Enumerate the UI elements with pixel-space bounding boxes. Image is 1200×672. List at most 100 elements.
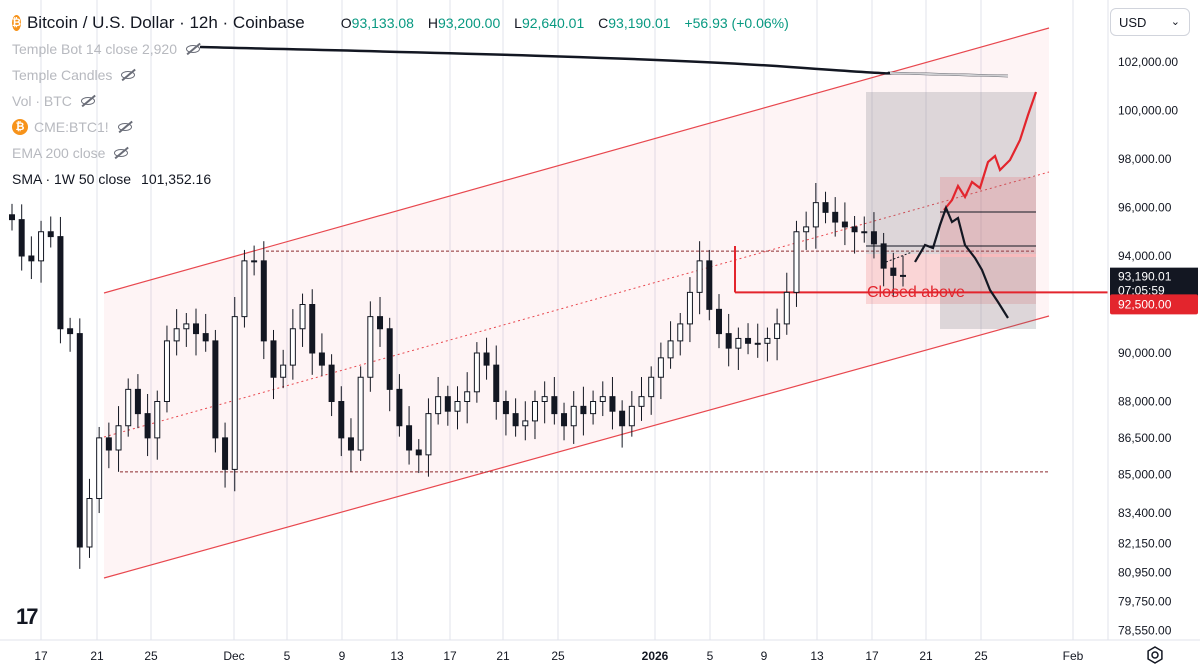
- indicator-temple-bot[interactable]: Temple Bot 14 close 2,920: [12, 36, 652, 62]
- candle-body: [435, 396, 442, 415]
- price-tick-label: 96,000.00: [1118, 201, 1172, 215]
- candle-body: [502, 401, 509, 415]
- candle-body: [832, 211, 839, 223]
- candle-body: [841, 221, 848, 228]
- candle-body: [764, 337, 771, 344]
- price-tick-label: 80,950.00: [1118, 565, 1172, 579]
- currency-select[interactable]: USD ⌄: [1110, 8, 1190, 36]
- candle-body: [473, 352, 480, 393]
- candle-body: [260, 260, 267, 342]
- candle-body: [406, 425, 413, 451]
- candle-body: [745, 337, 752, 344]
- candle-body: [173, 328, 180, 342]
- candle-body: [822, 202, 829, 213]
- candle-body: [493, 364, 500, 402]
- bitcoin-icon: ₿: [12, 15, 21, 31]
- candle-body: [367, 316, 374, 378]
- candle-body: [890, 267, 897, 276]
- eye-hidden-icon[interactable]: [117, 119, 133, 135]
- channel-fill: [104, 28, 1049, 578]
- price-tick-label: 98,000.00: [1118, 152, 1172, 166]
- candle-body: [667, 340, 674, 359]
- candle-body: [900, 274, 906, 277]
- closed-above-annotation: Closed above: [867, 284, 965, 301]
- indicator-sma[interactable]: SMA · 1W 50 close 101,352.16: [12, 171, 212, 187]
- candle-body: [696, 260, 703, 293]
- indicator-temple-candles[interactable]: Temple Candles: [12, 62, 652, 88]
- price-tick-label: 78,550.00: [1118, 624, 1172, 638]
- time-axis: 17 21 25 Dec 5 9 13 17 21 25 2026 5 9 13 17 21 25 Feb: [0, 639, 1200, 663]
- candle-body: [193, 323, 200, 335]
- candle-body: [851, 226, 858, 233]
- eye-hidden-icon[interactable]: [185, 41, 201, 57]
- time-tick-label: 17: [443, 649, 457, 663]
- candle-body: [531, 401, 538, 422]
- candle-body: [309, 304, 316, 354]
- time-tick-label: 9: [761, 649, 768, 663]
- entry-zone-box: [940, 177, 1036, 257]
- time-tick-label: 2026: [642, 649, 669, 663]
- symbol-row[interactable]: ₿ Bitcoin / U.S. Dollar · 12h · Coinbase…: [12, 10, 789, 36]
- candle-body: [289, 328, 296, 366]
- candle-body: [444, 396, 451, 412]
- candle-body: [154, 401, 161, 439]
- candle-body: [163, 340, 170, 402]
- projection-link: [885, 251, 913, 263]
- price-tick-label: 83,400.00: [1118, 506, 1172, 520]
- candle-body: [570, 405, 577, 427]
- candle-body: [725, 333, 732, 349]
- grid: [40, 0, 1074, 640]
- candle-body: [202, 333, 209, 342]
- candle-body: [774, 323, 781, 339]
- candle-body: [347, 437, 354, 451]
- candle-body: [280, 364, 287, 378]
- candle-body: [870, 231, 877, 245]
- price-tick-label: 90,000.00: [1118, 346, 1172, 360]
- candle-body: [241, 260, 248, 318]
- candle-body: [754, 342, 761, 345]
- candle-body: [86, 498, 93, 548]
- candles: [9, 183, 906, 569]
- candle-body: [318, 352, 325, 366]
- countdown-label: 07:05:59: [1118, 284, 1165, 298]
- candle-body: [638, 396, 645, 407]
- indicator-volume[interactable]: Vol · BTC: [12, 88, 652, 114]
- bitcoin-icon: ₿: [12, 119, 28, 135]
- candle-body: [183, 323, 190, 330]
- price-tick-label: 85,000.00: [1118, 467, 1172, 481]
- tradingview-logo[interactable]: 17: [16, 604, 39, 629]
- time-tick-label: 17: [34, 649, 48, 663]
- time-tick-label: 13: [390, 649, 404, 663]
- candle-body: [18, 219, 25, 257]
- eye-hidden-icon[interactable]: [120, 67, 136, 83]
- candle-body: [648, 376, 655, 398]
- eye-hidden-icon[interactable]: [113, 145, 129, 161]
- time-tick-label: 9: [339, 649, 346, 663]
- price-tick-label: 94,000.00: [1118, 249, 1172, 263]
- candle-body: [212, 340, 219, 439]
- indicator-cme[interactable]: ₿ CME:BTC1!: [12, 114, 652, 140]
- candle-body: [125, 388, 132, 427]
- price-axis: 102,000.00 100,000.00 98,000.00 96,000.00 94…: [1107, 0, 1198, 640]
- gear-icon[interactable]: [1146, 646, 1164, 664]
- candle-body: [377, 316, 384, 330]
- candle-body: [580, 405, 587, 415]
- chart-legend: ₿ Bitcoin / U.S. Dollar · 12h · Coinbase…: [12, 10, 789, 192]
- candle-body: [231, 316, 238, 470]
- candle-body: [609, 396, 616, 412]
- candle-body: [9, 214, 15, 221]
- candle-body: [270, 340, 277, 378]
- time-tick-label: 5: [284, 649, 291, 663]
- indicator-ema[interactable]: EMA 200 close: [12, 140, 652, 166]
- candle-body: [541, 396, 548, 402]
- candle-body: [328, 364, 335, 402]
- candle-body: [425, 413, 432, 456]
- current-price-label: 93,190.01: [1118, 270, 1172, 284]
- symbol-title[interactable]: Bitcoin / U.S. Dollar · 12h · Coinbase: [26, 13, 305, 32]
- time-tick-label: 5: [707, 649, 714, 663]
- ohlc-values: O93,133.08 H93,200.00 L92,640.01 C93,190…: [340, 15, 789, 31]
- eye-hidden-icon[interactable]: [80, 93, 96, 109]
- candle-body: [619, 410, 626, 427]
